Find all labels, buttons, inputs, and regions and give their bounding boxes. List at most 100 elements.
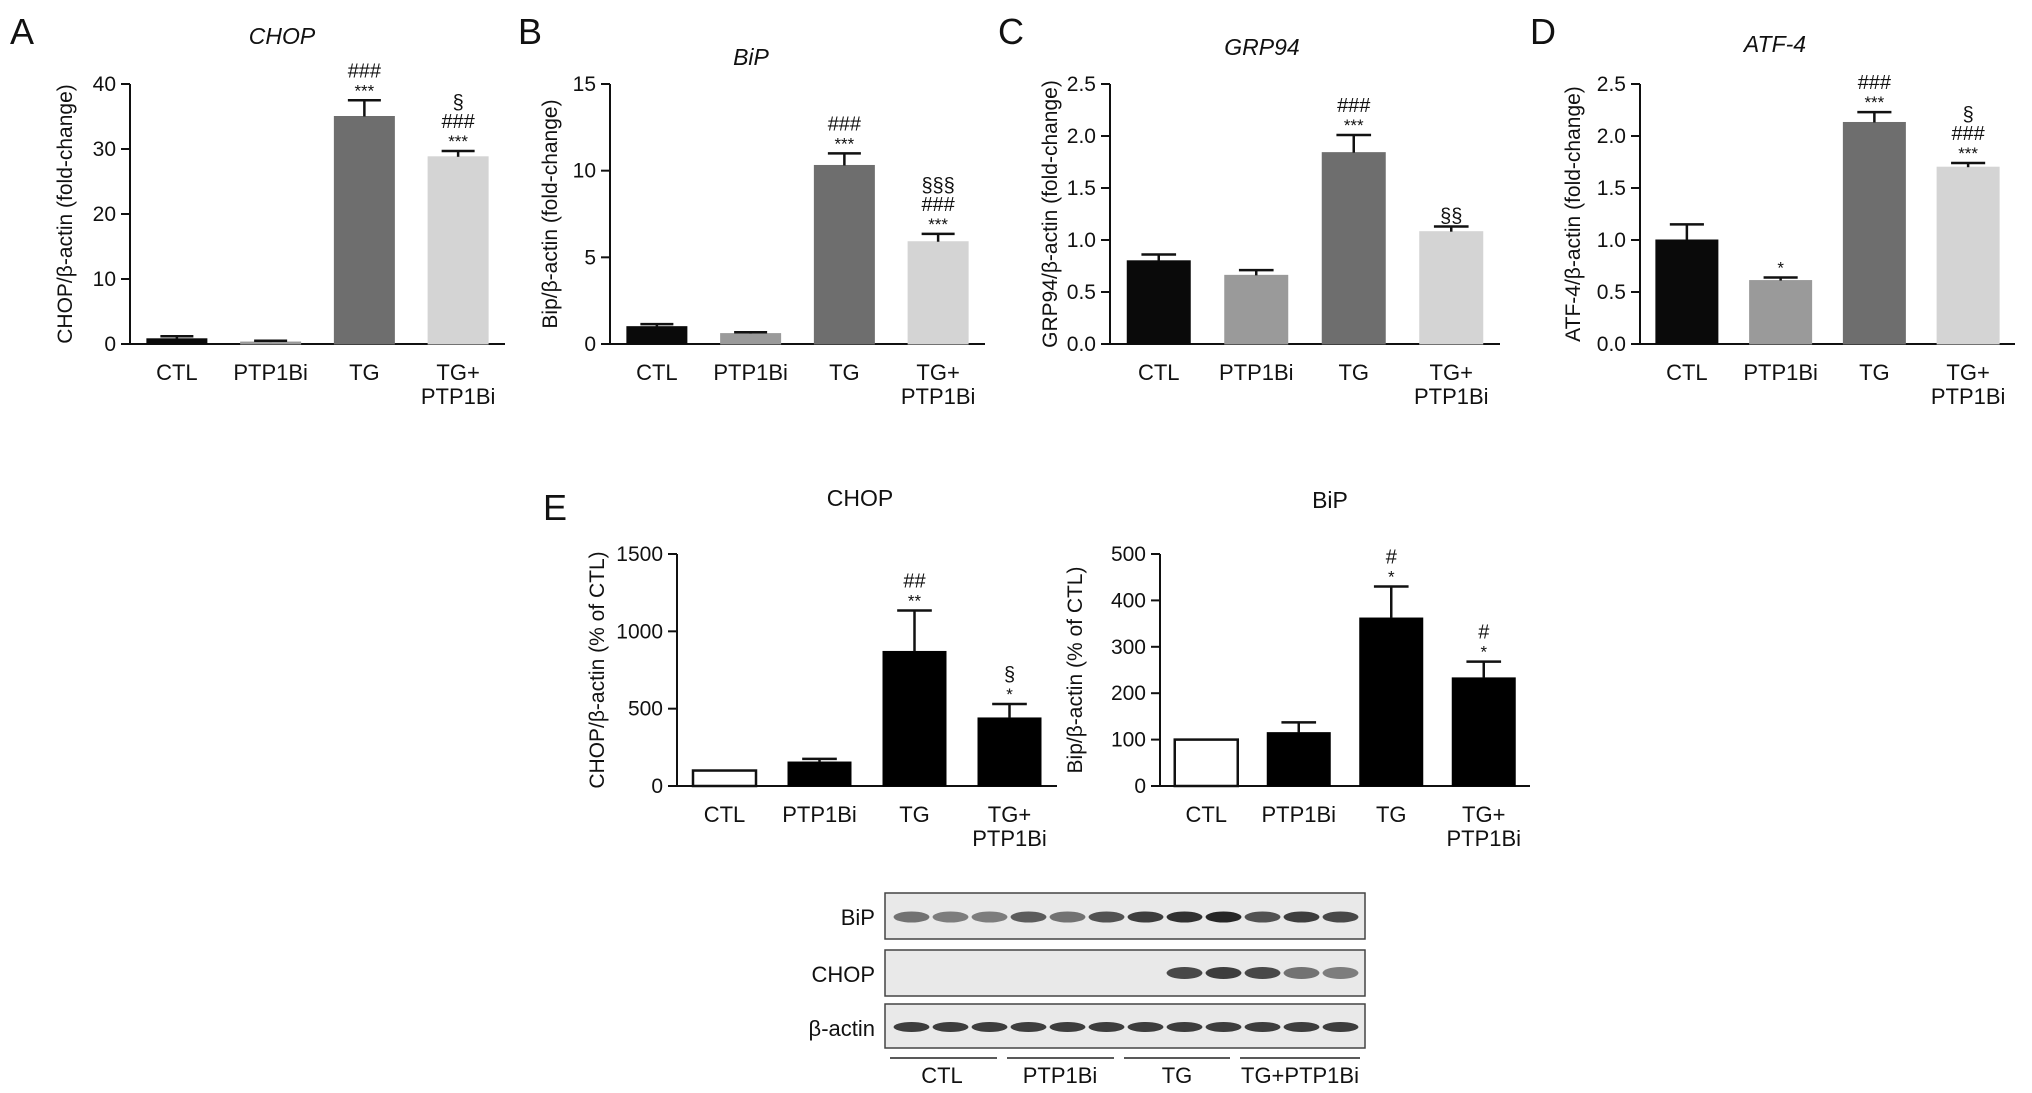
x-tick-label: PTP1Bi [1743, 360, 1818, 385]
blot-band-bip [1088, 911, 1125, 923]
blot-band-beta-actin [932, 1022, 969, 1032]
chart-d: ATF-4 ATF-4/β-actin (fold-change) 0.0 0.5 1.… [1562, 31, 2015, 409]
y-axis-label: CHOP/β-actin (fold-change) [54, 84, 77, 344]
bar [787, 761, 852, 787]
y-axis-label: Bip/β-actin (fold-change) [539, 99, 562, 328]
blot-band-beta-actin [1127, 1022, 1164, 1032]
x-tick-label: TG [1859, 360, 1890, 385]
blot-label-bip: BiP [841, 905, 875, 930]
y-tick-label: 1000 [616, 620, 663, 643]
blot-band-chop [1244, 967, 1281, 979]
panel-letter-b: B [518, 11, 542, 52]
x-tick-label: PTP1Bi [972, 826, 1047, 851]
y-tick-label: 200 [1111, 682, 1146, 705]
bar [1451, 677, 1516, 787]
bar [1359, 617, 1424, 787]
bar [427, 156, 489, 345]
y-tick-label: 40 [93, 73, 116, 96]
x-tick-label: PTP1Bi [782, 802, 857, 827]
blot-band-bip [1283, 911, 1320, 923]
y-axis-label: CHOP/β-actin (% of CTL) [586, 551, 609, 788]
panel-letter-c: C [998, 11, 1024, 52]
bar [882, 650, 947, 787]
significance-label: §§§ [921, 175, 954, 197]
significance-label: * [1777, 258, 1784, 277]
x-tick-label: CTL [704, 802, 746, 827]
significance-label: * [1480, 643, 1487, 662]
y-axis-label: Bip/β-actin (% of CTL) [1064, 567, 1087, 774]
significance-label: * [1388, 567, 1395, 586]
bar [813, 164, 875, 345]
chart-title: ATF-4 [1742, 31, 1806, 57]
blot-band-chop [1166, 967, 1203, 979]
bar [720, 333, 782, 345]
bar [907, 241, 969, 345]
bar [1126, 260, 1191, 345]
y-tick-label: 2.0 [1597, 125, 1626, 148]
x-tick-label: TG [349, 360, 380, 385]
y-tick-label: 2.5 [1597, 73, 1626, 96]
significance-label: § [453, 92, 464, 114]
chart-title: GRP94 [1224, 34, 1299, 60]
x-tick-label: CTL [1185, 802, 1227, 827]
blot-band-beta-actin [1049, 1022, 1086, 1032]
y-tick-label: 0 [104, 333, 116, 356]
x-tick-label: TG+ [988, 802, 1031, 827]
significance-label: § [1963, 104, 1974, 126]
blot-band-beta-actin [1205, 1022, 1242, 1032]
x-tick-label: TG+ [1462, 802, 1505, 827]
blot-group-label-tg-ptp1bi: TG+PTP1Bi [1241, 1063, 1359, 1088]
y-tick-label: 500 [628, 698, 663, 721]
significance-label: ### [1951, 123, 1985, 145]
x-tick-label: CTL [636, 360, 678, 385]
blot-band-chop [1283, 967, 1320, 979]
blot-band-bip [893, 911, 930, 923]
bar [333, 116, 395, 345]
y-tick-label: 1.0 [1597, 229, 1626, 252]
blot-band-bip [1322, 911, 1359, 923]
bar [1655, 239, 1719, 345]
significance-label: # [1478, 622, 1490, 644]
y-tick-label: 20 [93, 203, 116, 226]
x-tick-label: TG [829, 360, 860, 385]
y-tick-label: 2.0 [1067, 125, 1096, 148]
x-tick-label: TG [899, 802, 930, 827]
panel-letter-e: E [543, 487, 567, 528]
y-tick-label: 15 [573, 73, 596, 96]
blot-band-beta-actin [1244, 1022, 1281, 1032]
x-tick-label: TG+ [1946, 360, 1989, 385]
bar [146, 338, 208, 345]
y-tick-label: 30 [93, 138, 116, 161]
significance-label: ### [828, 113, 862, 135]
significance-label: ### [348, 60, 382, 82]
y-tick-label: 1.5 [1597, 177, 1626, 200]
y-axis-label: ATF-4/β-actin (fold-change) [1562, 86, 1585, 342]
significance-label: # [1386, 546, 1398, 568]
chart-title: CHOP [249, 23, 316, 49]
y-tick-label: 0.5 [1067, 281, 1096, 304]
x-tick-label: TG [1338, 360, 1369, 385]
significance-label: ### [1858, 72, 1892, 94]
x-tick-label: CTL [1666, 360, 1708, 385]
x-tick-label: TG+ [1430, 360, 1473, 385]
significance-label: *** [928, 215, 948, 234]
significance-label: ### [921, 194, 955, 216]
bar [1936, 166, 2000, 345]
significance-label: * [1006, 685, 1013, 704]
y-tick-label: 300 [1111, 636, 1146, 659]
x-tick-label: PTP1Bi [901, 384, 976, 409]
x-tick-label: TG+ [916, 360, 959, 385]
significance-label: ** [908, 591, 922, 610]
blot-band-bip [1127, 911, 1164, 923]
bar [1224, 274, 1289, 345]
y-tick-label: 0 [651, 775, 663, 798]
chart-title: CHOP [827, 485, 893, 511]
significance-label: *** [448, 132, 468, 151]
panel-letter-d: D [1530, 11, 1556, 52]
blot-band-beta-actin [971, 1022, 1008, 1032]
x-tick-label: TG+ [436, 360, 479, 385]
y-tick-label: 5 [584, 246, 596, 269]
bar [1419, 231, 1484, 345]
x-tick-label: PTP1Bi [1446, 826, 1521, 851]
